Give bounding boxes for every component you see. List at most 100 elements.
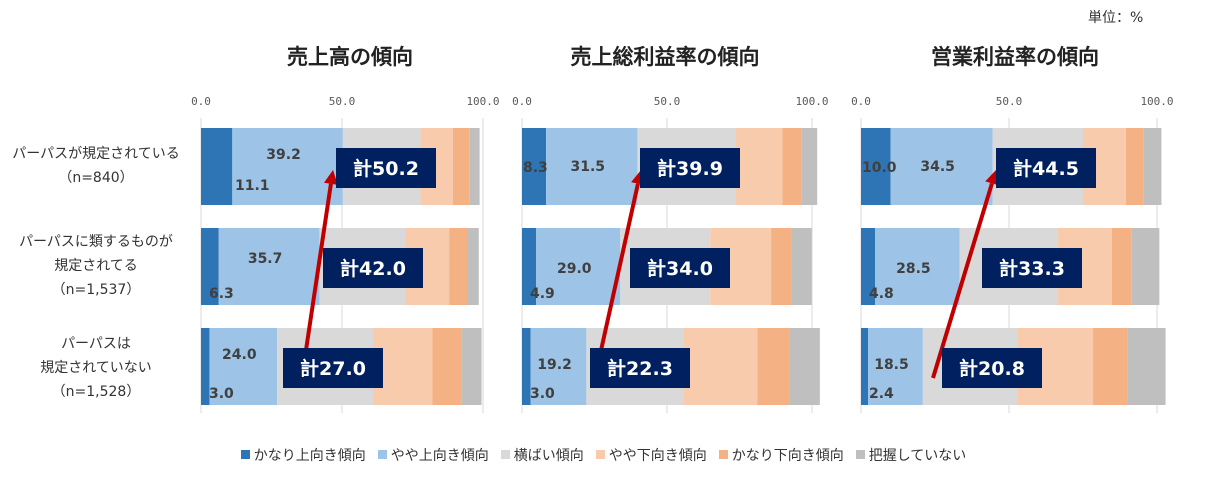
bar-segment	[1131, 228, 1160, 305]
tick-label: 0.0	[851, 95, 871, 108]
legend-item: かなり下向き傾向	[718, 445, 844, 465]
row-label: パーパスに類するものが	[19, 234, 173, 250]
tick-label: 100.0	[466, 95, 499, 108]
data-label: 4.9	[530, 286, 555, 302]
data-label: 34.5	[920, 159, 955, 175]
bar-segment	[791, 228, 812, 305]
bar-segment	[467, 228, 479, 305]
bar-segment	[683, 328, 758, 405]
bar-segment	[1112, 228, 1132, 305]
legend-item: やや下向き傾向	[595, 445, 707, 465]
row-label: （n=1,537）	[52, 282, 141, 298]
total-box	[630, 248, 730, 288]
bar-segment	[861, 328, 869, 405]
legend-swatch	[718, 450, 728, 459]
total-label: 計20.8	[959, 357, 1025, 380]
bar-segment	[861, 228, 876, 305]
total-label: 計22.3	[607, 357, 673, 380]
total-label: 計44.5	[1013, 157, 1079, 180]
bar-segment	[861, 128, 891, 205]
bar-segment	[469, 128, 480, 205]
legend-label: 把握していない	[868, 448, 967, 464]
data-label: 18.5	[874, 357, 909, 373]
bar-segment	[452, 128, 470, 205]
row-label: （n=840）	[58, 170, 133, 186]
data-label: 4.8	[869, 286, 894, 302]
legend-item: 横ばい傾向	[500, 445, 584, 465]
trend-arrow	[594, 183, 640, 374]
data-label: 2.4	[869, 386, 894, 402]
bar-segment	[449, 228, 468, 305]
data-label: 28.5	[896, 261, 931, 277]
legend-item: 把握していない	[855, 445, 967, 465]
legend-item: やや上向き傾向	[377, 445, 489, 465]
tick-label: 50.0	[654, 95, 681, 108]
legend-label: やや上向き傾向	[390, 448, 489, 464]
data-label: 39.2	[266, 147, 301, 163]
data-label: 35.7	[248, 251, 283, 267]
row-label: パーパスは	[61, 336, 131, 352]
chart-title: 売上総利益率の傾向	[571, 45, 760, 69]
bar-segment	[801, 128, 818, 205]
legend-swatch	[240, 450, 250, 459]
tick-label: 0.0	[191, 95, 211, 108]
legend: かなり上向き傾向 やや上向き傾向 横ばい傾向 やや下向き傾向 かなり下向き傾向 把握してい…	[0, 445, 1207, 465]
tick-label: 100.0	[795, 95, 828, 108]
total-box	[982, 248, 1082, 288]
bar-segment	[546, 128, 638, 205]
data-label: 6.3	[209, 286, 234, 302]
bar-segment	[789, 328, 820, 405]
data-label: 10.0	[862, 160, 897, 176]
data-label: 3.0	[530, 386, 555, 402]
total-box	[283, 348, 383, 388]
tick-label: 50.0	[996, 95, 1023, 108]
legend-swatch	[500, 450, 510, 459]
legend-swatch	[377, 450, 387, 459]
row-label: 規定されていない	[40, 360, 152, 376]
total-box	[590, 348, 690, 388]
bar-segment	[1125, 128, 1144, 205]
bar-segment	[201, 128, 233, 205]
bar-segment	[1093, 328, 1128, 405]
trend-arrow	[931, 182, 994, 379]
chart-title: 売上高の傾向	[287, 45, 413, 69]
total-label: 計27.0	[300, 357, 366, 380]
legend-label: かなり下向き傾向	[731, 448, 844, 464]
data-label: 29.0	[557, 261, 592, 277]
bar-segment	[522, 328, 531, 405]
bar-segment	[209, 328, 278, 405]
bar-segment	[736, 128, 783, 205]
legend-swatch	[595, 450, 605, 459]
bar-segment	[530, 328, 587, 405]
total-label: 計39.9	[657, 157, 723, 180]
tick-label: 0.0	[512, 95, 532, 108]
bar-segment	[875, 228, 960, 305]
legend-item: かなり上向き傾向	[240, 445, 366, 465]
row-label: 規定されてる	[54, 258, 138, 274]
bar-segment	[757, 328, 790, 405]
bar-segment	[232, 128, 343, 205]
legend-label: 横ばい傾向	[513, 448, 584, 464]
trend-arrow-head	[985, 170, 999, 186]
legend-swatch	[855, 450, 865, 459]
tick-label: 50.0	[329, 95, 356, 108]
legend-label: かなり上向き傾向	[253, 448, 366, 464]
trend-arrow-head	[324, 170, 338, 185]
bar-segment	[201, 328, 210, 405]
bar-segment	[536, 228, 621, 305]
total-box	[996, 148, 1096, 188]
total-box	[323, 248, 423, 288]
bar-segment	[782, 128, 802, 205]
total-label: 計42.0	[340, 257, 406, 280]
data-label: 31.5	[570, 159, 605, 175]
total-box	[640, 148, 740, 188]
data-label: 3.0	[209, 386, 234, 402]
total-label: 計34.0	[647, 257, 713, 280]
bar-segment	[201, 228, 219, 305]
total-label: 計50.2	[353, 157, 419, 180]
bar-segment	[771, 228, 792, 305]
chart-title: 営業利益率の傾向	[931, 45, 1099, 69]
bar-segment	[432, 328, 462, 405]
data-label: 19.2	[537, 357, 572, 373]
